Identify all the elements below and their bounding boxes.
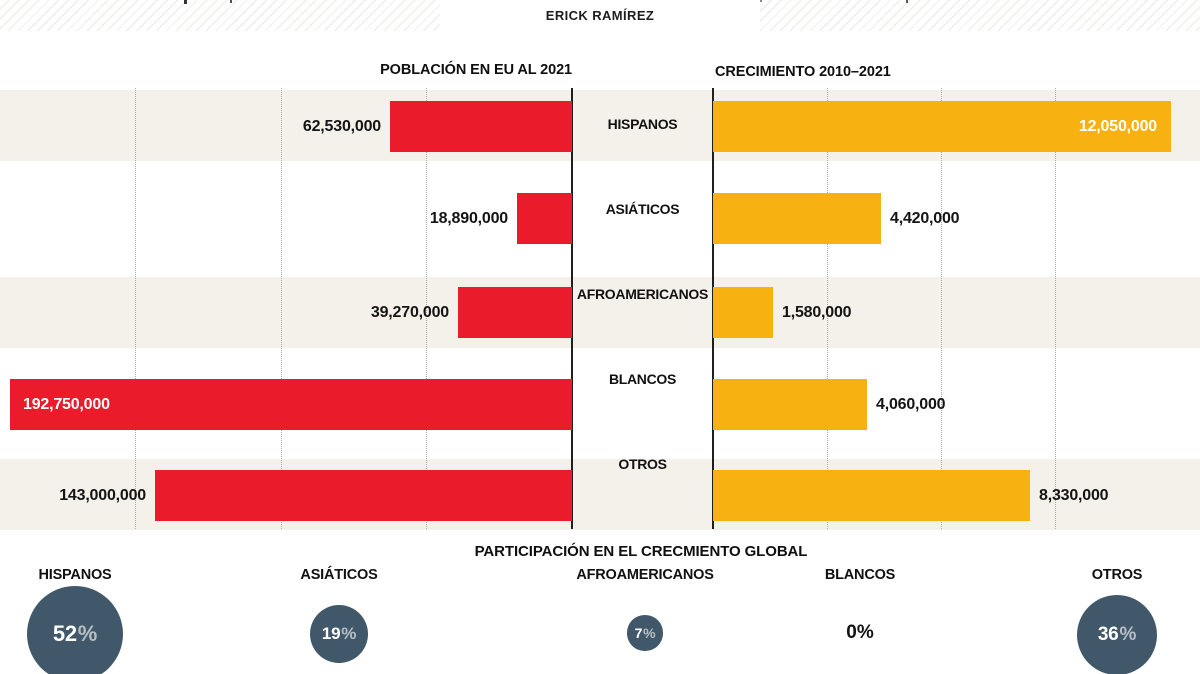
- row-band: [0, 277, 1200, 348]
- row-band: [0, 90, 1200, 161]
- crop-mark: [906, 0, 908, 3]
- crop-mark: [760, 0, 762, 2]
- axis-line: [571, 88, 573, 529]
- participation-zero-label: 0%: [846, 622, 874, 643]
- participation-category-label: AFROAMERICANOS: [576, 567, 714, 583]
- gridline: [426, 88, 427, 529]
- bubble-percent-sign: %: [341, 623, 357, 643]
- growth-value-label: 4,420,000: [890, 210, 960, 227]
- population-value-label: 18,890,000: [429, 210, 508, 227]
- crop-mark: [184, 0, 187, 4]
- growth-bar: [713, 101, 1171, 152]
- participation-bubble: 36%: [1076, 594, 1157, 674]
- population-value-label: 192,750,000: [23, 396, 110, 413]
- growth-value-label: 12,050,000: [1078, 118, 1157, 135]
- population-value-label: 39,270,000: [370, 304, 449, 321]
- participation-category-label: ASIÁTICOS: [300, 567, 378, 583]
- population-chart-title: POBLACIÓN EN EU AL 2021: [380, 62, 572, 78]
- population-bar: [517, 193, 572, 244]
- author-credit-box: ERICK RAMÍREZ: [440, 0, 760, 31]
- bubble-percent-sign: %: [643, 624, 656, 641]
- participation-bubble: 7%: [627, 615, 663, 651]
- bubble-percent-value: 7: [634, 624, 643, 641]
- gridline: [281, 88, 282, 529]
- bubble-percent-value: 52: [52, 620, 77, 646]
- participation-category-label: HISPANOS: [38, 567, 112, 583]
- growth-value-label: 8,330,000: [1039, 487, 1109, 504]
- growth-chart-title: CRECIMIENTO 2010–2021: [715, 64, 891, 80]
- growth-value-label: 1,580,000: [782, 304, 852, 321]
- gridline: [827, 88, 828, 529]
- hatched-top-band: ERICK RAMÍREZ: [0, 0, 1200, 31]
- participation-bubble: 52%: [26, 585, 124, 674]
- population-bar: [458, 287, 572, 338]
- population-value-label: 62,530,000: [302, 118, 381, 135]
- category-label: BLANCOS: [608, 371, 677, 387]
- gridline: [941, 88, 942, 529]
- growth-bar: [713, 287, 773, 338]
- row-band: [0, 459, 1200, 530]
- growth-value-label: 4,060,000: [876, 396, 946, 413]
- population-bar: [390, 101, 572, 152]
- growth-bar: [713, 193, 881, 244]
- axis-line: [712, 88, 714, 529]
- category-label: AFROAMERICANOS: [576, 286, 709, 302]
- participation-title: PARTICIPACIÓN EN EL CRECMIENTO GLOBAL: [474, 543, 808, 560]
- category-label: OTROS: [618, 456, 667, 472]
- participation-category-label: OTROS: [1091, 567, 1143, 583]
- crop-mark: [230, 0, 232, 3]
- gridline: [135, 88, 136, 529]
- growth-bar: [713, 470, 1030, 521]
- population-bar: [10, 379, 572, 430]
- category-label: HISPANOS: [607, 116, 678, 132]
- author-name: ERICK RAMÍREZ: [545, 8, 655, 23]
- participation-category-label: BLANCOS: [824, 567, 896, 583]
- population-value-label: 143,000,000: [59, 487, 146, 504]
- bubble-percent-sign: %: [1119, 623, 1137, 645]
- growth-bar: [713, 379, 867, 430]
- bubble-percent-sign: %: [77, 620, 98, 646]
- bubble-percent-value: 19: [321, 623, 341, 643]
- bubble-percent-value: 36: [1097, 623, 1119, 645]
- population-bar: [155, 470, 572, 521]
- category-label: ASIÁTICOS: [605, 201, 680, 217]
- gridline: [1055, 88, 1056, 529]
- participation-bubble: 19%: [309, 604, 369, 664]
